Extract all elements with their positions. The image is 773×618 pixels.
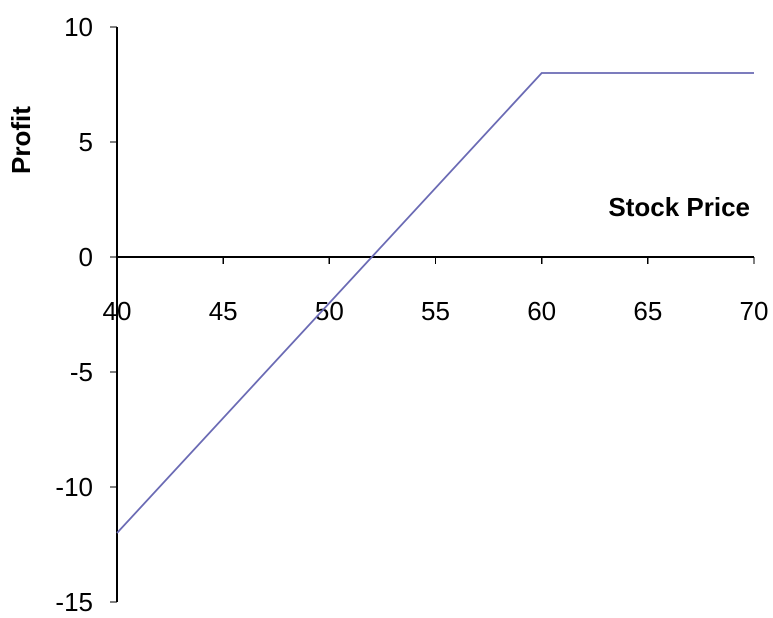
series-layer: [116, 72, 754, 534]
x-axis-title: Stock Price: [608, 192, 750, 222]
x-tick-label: 55: [421, 296, 450, 326]
x-tick-label: 45: [209, 296, 238, 326]
x-tick-label: 50: [315, 296, 344, 326]
y-tick-label: -15: [55, 587, 93, 617]
y-tick-label: 5: [79, 127, 93, 157]
x-tick-label: 60: [527, 296, 556, 326]
y-tick-label: 0: [79, 242, 93, 272]
y-tick-label: -10: [55, 472, 93, 502]
series-line: [116, 72, 754, 534]
x-tick-label: 70: [740, 296, 769, 326]
x-tick-label: 40: [103, 296, 132, 326]
y-tick-label: -5: [70, 357, 93, 387]
labels-layer: Profit Stock Price: [6, 106, 750, 222]
y-axis-title: Profit: [6, 106, 36, 174]
x-tick-label: 65: [633, 296, 662, 326]
y-tick-label: 10: [64, 12, 93, 42]
